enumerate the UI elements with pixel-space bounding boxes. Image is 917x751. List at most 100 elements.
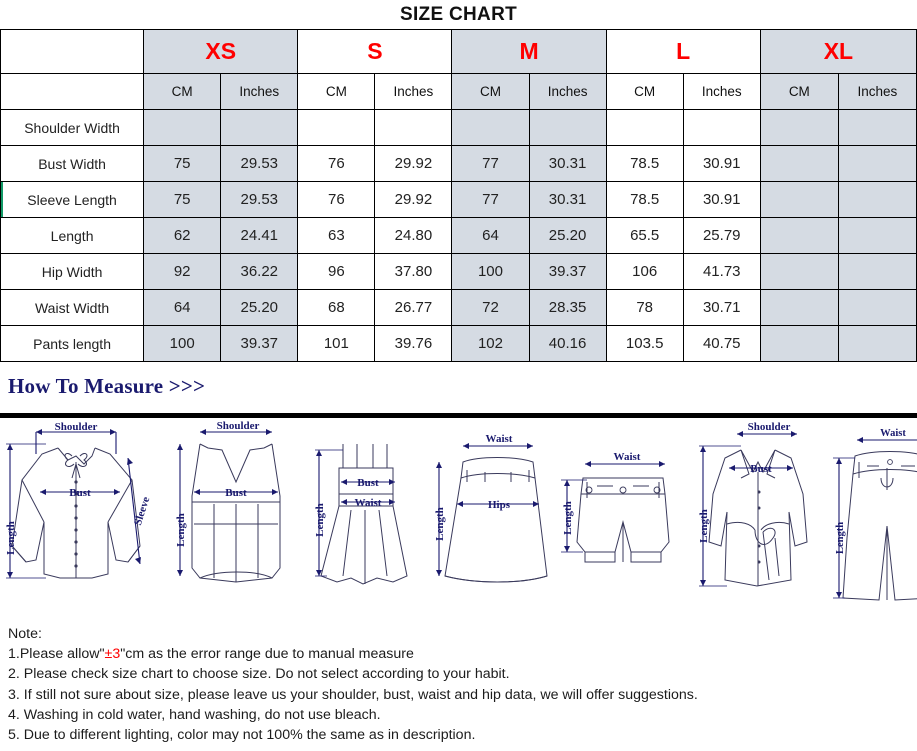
size-header-s: S — [297, 29, 453, 74]
value-cell — [837, 289, 917, 326]
value-cell — [297, 109, 376, 146]
value-cell — [759, 253, 839, 290]
value-cell: 25.79 — [682, 217, 761, 254]
value-cell — [837, 253, 917, 290]
size-chart-table: XS S M L XL CM Inches CM Inches CM Inche… — [0, 29, 917, 362]
value-cell: 63 — [297, 217, 376, 254]
label-shoulder: Shoulder — [55, 421, 98, 433]
note-item-4: 4. Washing in cold water, hand washing, … — [8, 706, 381, 723]
label-length: Length — [314, 503, 326, 537]
value-cell: 77 — [451, 181, 530, 218]
page-title: SIZE CHART — [400, 3, 517, 25]
table-row: Shoulder Width — [0, 109, 917, 146]
value-cell: 39.76 — [374, 325, 453, 362]
value-cell: 36.22 — [220, 253, 299, 290]
unit-l-inches: Inches — [682, 73, 761, 110]
value-cell — [759, 109, 839, 146]
value-cell: 30.31 — [528, 145, 607, 182]
size-header-xl: XL — [759, 29, 917, 74]
label-length: Length — [562, 501, 574, 535]
note-1-tolerance: ±3 — [104, 646, 121, 663]
value-cell — [605, 109, 684, 146]
value-cell: 68 — [297, 289, 376, 326]
label-bust: Bust — [225, 487, 247, 499]
label-length: Length — [5, 521, 17, 555]
size-header-xs: XS — [143, 29, 299, 74]
value-cell: 102 — [451, 325, 530, 362]
value-cell: 65.5 — [605, 217, 684, 254]
table-row: Pants length 100 39.37 101 39.76 102 40.16 103.… — [0, 325, 917, 362]
value-cell — [837, 145, 917, 182]
header-corner-cell — [0, 29, 145, 74]
value-cell: 40.75 — [682, 325, 761, 362]
value-cell: 78.5 — [605, 181, 684, 218]
note-item-5: 5. Due to different lighting, color may … — [8, 727, 476, 744]
unit-xs-cm: CM — [143, 73, 222, 110]
section-divider — [0, 413, 917, 418]
measurement-diagrams: Shoulder Bust Length Sleeve — [0, 418, 917, 618]
value-cell: 106 — [605, 253, 684, 290]
value-cell: 25.20 — [528, 217, 607, 254]
value-cell: 96 — [297, 253, 376, 290]
value-cell: 78.5 — [605, 145, 684, 182]
unit-xl-cm: CM — [759, 73, 839, 110]
label-length: Length — [698, 509, 710, 543]
value-cell: 29.92 — [374, 181, 453, 218]
diagram-skirt: Waist Hips Length — [423, 420, 553, 616]
notes-section: Note: 1.Please allow"±3"cm as the error … — [0, 618, 917, 745]
unit-m-cm: CM — [451, 73, 530, 110]
label-waist: Waist — [486, 433, 513, 445]
row-label: Hip Width — [0, 253, 145, 290]
table-row: Bust Width 75 29.53 76 29.92 77 30.31 78.5 30.91 — [0, 145, 917, 182]
size-label-xl: XL — [823, 37, 854, 64]
value-cell: 72 — [451, 289, 530, 326]
diagram-dress: Bust Waist Length — [307, 420, 423, 616]
label-sleeve: Sleeve — [132, 495, 153, 527]
value-cell — [451, 109, 530, 146]
size-label-l: L — [676, 37, 691, 64]
value-cell: 77 — [451, 145, 530, 182]
size-table-body: Shoulder Width Bust Width 75 29.53 76 29.92 77… — [0, 109, 917, 362]
unit-xs-inches: Inches — [220, 73, 299, 110]
label-bust: Bust — [357, 477, 379, 489]
note-item-3: 3. If still not sure about size, please … — [8, 686, 698, 703]
value-cell: 28.35 — [528, 289, 607, 326]
how-to-measure-header: How To Measure >>> — [0, 362, 917, 411]
row-label: Sleeve Length — [0, 181, 145, 218]
row-label: Pants length — [0, 325, 145, 362]
value-cell: 30.91 — [682, 181, 761, 218]
label-shoulder: Shoulder — [217, 420, 260, 432]
unit-header-row: CM Inches CM Inches CM Inches CM Inches … — [0, 73, 917, 110]
table-row: Length 62 24.41 63 24.80 64 25.20 65.5 25.79 — [0, 217, 917, 254]
value-cell — [220, 109, 299, 146]
value-cell: 64 — [143, 289, 222, 326]
diagram-pants: Waist Length Thigh — [823, 420, 917, 616]
label-waist: Waist — [880, 428, 906, 439]
value-cell — [837, 325, 917, 362]
size-label-m: M — [519, 37, 539, 64]
size-label-xs: XS — [205, 37, 237, 64]
value-cell — [759, 217, 839, 254]
value-cell: 75 — [143, 181, 222, 218]
row-label: Shoulder Width — [0, 109, 145, 146]
how-to-measure-title: How To Measure >>> — [8, 374, 206, 398]
value-cell — [759, 145, 839, 182]
value-cell: 75 — [143, 145, 222, 182]
value-cell: 24.41 — [220, 217, 299, 254]
value-cell: 103.5 — [605, 325, 684, 362]
note-item-1: 1.Please allow"±3"cm as the error range … — [8, 644, 917, 664]
value-cell: 29.53 — [220, 181, 299, 218]
value-cell: 39.37 — [220, 325, 299, 362]
value-cell: 78 — [605, 289, 684, 326]
unit-m-inches: Inches — [528, 73, 607, 110]
unit-l-cm: CM — [605, 73, 684, 110]
value-cell: 40.16 — [528, 325, 607, 362]
diagram-tank-top: Shoulder Bust Length — [170, 420, 307, 616]
label-waist: Waist — [614, 451, 641, 463]
diagram-coat: Shoulder Bust Length — [693, 420, 823, 616]
value-cell — [759, 325, 839, 362]
notes-heading: Note: — [8, 626, 42, 642]
value-cell: 41.73 — [682, 253, 761, 290]
value-cell — [682, 109, 761, 146]
label-shoulder: Shoulder — [748, 421, 791, 433]
